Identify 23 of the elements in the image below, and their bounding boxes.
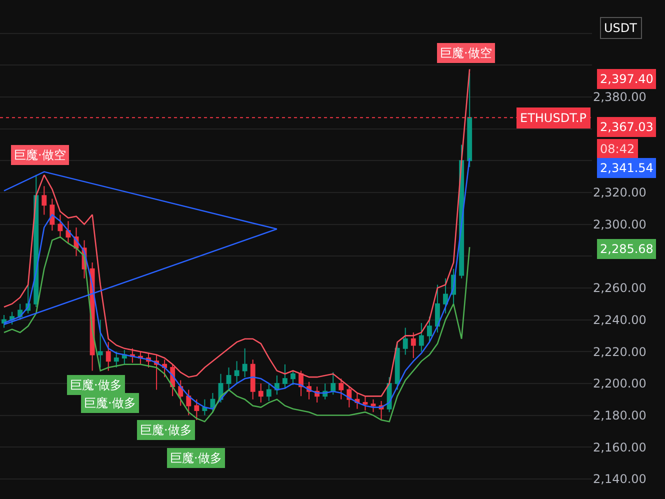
ref-line-label: ETHUSDT.P [520,111,587,125]
text: 2,367.03 [600,120,654,134]
text: 2,397.40 [600,72,654,86]
y-tick-label: 2,140.00 [593,472,646,486]
annotation: 巨魔·做多 [70,378,122,392]
annotation: 巨魔·做多 [170,451,222,465]
y-tick-label: 2,260.00 [593,281,646,296]
y-tick-label: 2,220.00 [593,344,646,359]
annotation: 巨魔·做多 [140,423,192,437]
y-tick-label: 2,200.00 [593,376,646,391]
y-tick-label: 2,240.00 [593,312,646,327]
text: 08:42 [600,142,635,156]
y-tick-label: 2,180.00 [593,408,646,422]
y-tick-label: 2,300.00 [593,217,646,232]
y-tick-label: 2,380.00 [593,90,646,104]
annotation: 巨魔·做空 [14,148,66,162]
text: 2,341.54 [600,161,654,175]
annotation: 巨魔·做空 [440,46,492,60]
annotation: 巨魔·做多 [84,396,136,410]
text: 2,285.68 [600,242,654,256]
y-tick-label: 2,160.00 [593,440,646,454]
y-tick-label: 2,320.00 [593,186,646,200]
text: USDT [604,21,638,35]
